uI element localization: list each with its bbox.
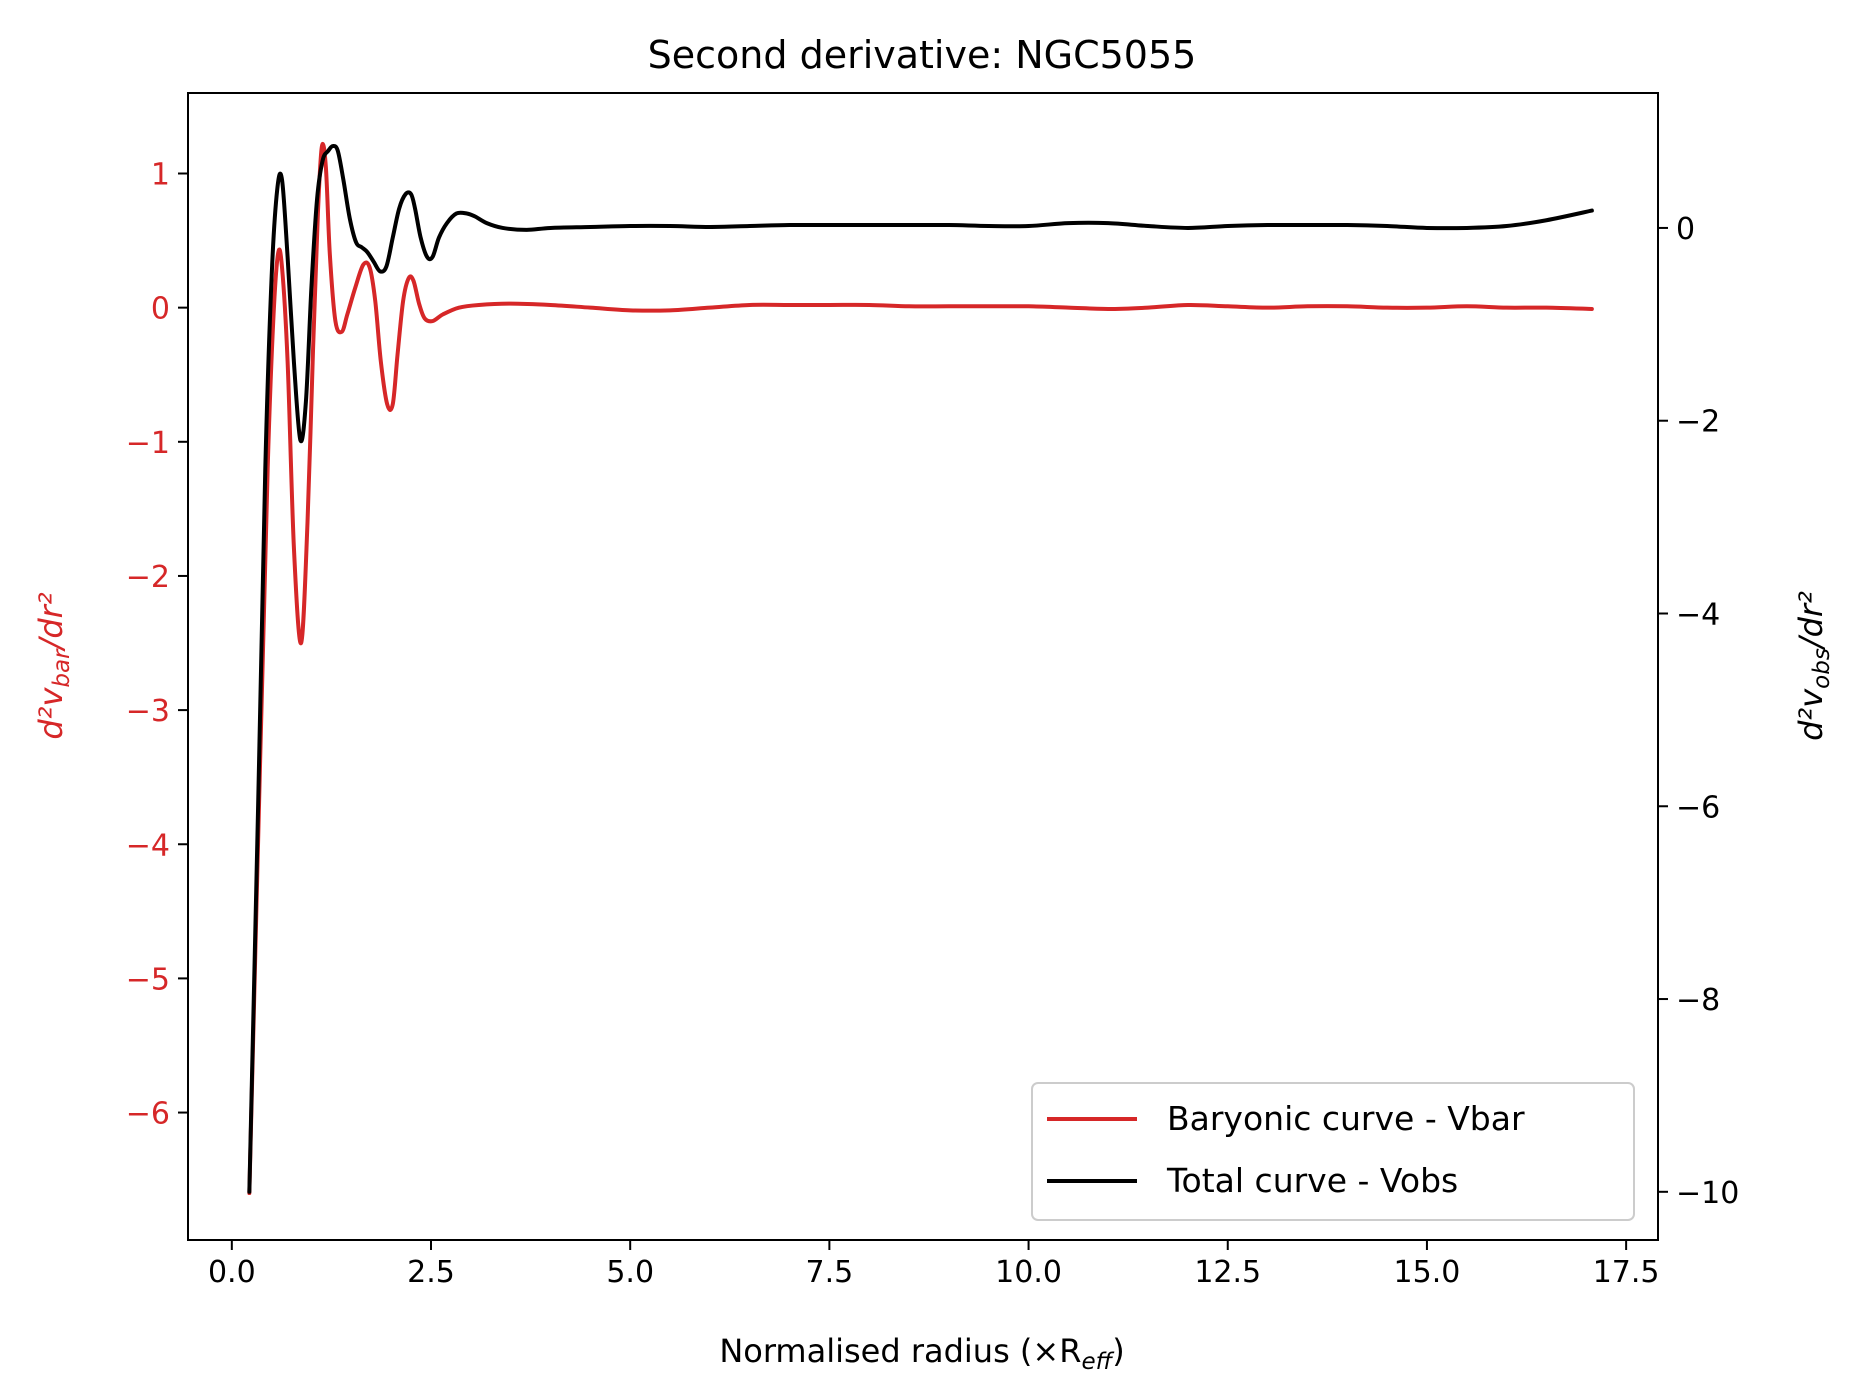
- x-axis-label-close: ): [1112, 1332, 1124, 1370]
- y-right-tick-label: 0: [1676, 212, 1695, 247]
- x-tick-label: 5.0: [606, 1255, 654, 1290]
- y-axis-right-label-main: d²v: [1792, 688, 1830, 741]
- x-tick-label: 10.0: [995, 1255, 1062, 1290]
- x-axis-label-main: Normalised radius (×R: [719, 1332, 1081, 1370]
- x-tick-label: 17.5: [1593, 1255, 1660, 1290]
- y-axis-right: 0 −2 −4 −6 −8 −10: [1658, 212, 1739, 1211]
- y-left-tick-label: −2: [126, 560, 170, 595]
- x-axis-label-sub: eff: [1081, 1349, 1114, 1375]
- y-axis-left-label-sub: bar: [49, 648, 75, 688]
- x-tick-label: 0.0: [208, 1255, 256, 1290]
- y-left-tick-label: −6: [126, 1097, 170, 1132]
- y-axis-right-label: d²vobs/dr²: [1792, 591, 1835, 741]
- legend-box: [1031, 1082, 1635, 1221]
- x-axis-label: Normalised radius (×Reff): [719, 1332, 1124, 1375]
- y-left-tick-label: −5: [126, 962, 170, 997]
- y-left-tick-label: −3: [126, 694, 170, 729]
- y-right-tick-label: −2: [1676, 405, 1720, 440]
- y-left-tick-label: −4: [126, 828, 170, 863]
- series-layer: [247, 141, 1594, 1196]
- chart-title: Second derivative: NGC5055: [648, 33, 1197, 77]
- y-axis-left: 1 0 −1 −2 −3 −4 −5 −6: [126, 157, 188, 1132]
- y-left-tick-label: 1: [151, 157, 170, 192]
- y-left-tick-label: 0: [151, 292, 170, 327]
- y-axis-right-label-sub: obs: [1809, 648, 1835, 689]
- legend-label-vbar: Baryonic curve - Vbar: [1167, 1099, 1525, 1138]
- x-tick-label: 12.5: [1194, 1255, 1261, 1290]
- y-right-tick-label: −10: [1676, 1176, 1739, 1211]
- x-tick-label: 2.5: [407, 1255, 455, 1290]
- y-axis-right-label-tail: /dr²: [1792, 591, 1830, 651]
- series-line-vbar: [247, 141, 1594, 1196]
- x-axis: 0.0 2.5 5.0 7.5 10.0 12.5 15.0 17.5: [208, 1240, 1660, 1290]
- x-tick-label: 15.0: [1394, 1255, 1461, 1290]
- y-axis-left-label-main: d²v: [32, 687, 70, 740]
- y-right-tick-label: −8: [1676, 983, 1720, 1018]
- y-right-tick-label: −6: [1676, 790, 1720, 825]
- plot-area: [247, 141, 1594, 1196]
- x-tick-label: 7.5: [806, 1255, 854, 1290]
- y-right-tick-label: −4: [1676, 597, 1720, 632]
- y-left-tick-label: −1: [126, 426, 170, 461]
- series-line-vobs: [247, 143, 1594, 1194]
- y-axis-left-label: d²vbar/dr²: [32, 592, 75, 739]
- plot-frame: [187, 92, 1659, 1241]
- legend: Baryonic curve - Vbar Total curve - Vobs: [1031, 1082, 1635, 1221]
- legend-label-vobs: Total curve - Vobs: [1166, 1161, 1458, 1200]
- y-axis-left-label-tail: /dr²: [32, 592, 70, 652]
